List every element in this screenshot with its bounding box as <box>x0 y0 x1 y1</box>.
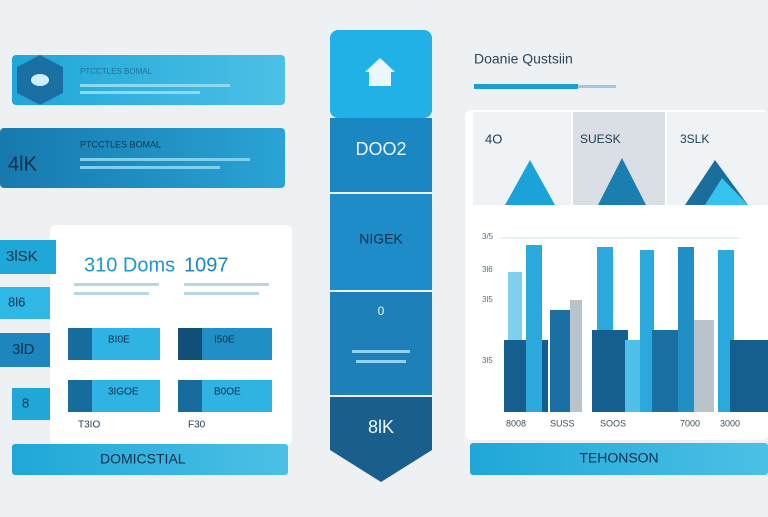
row-icon <box>178 328 202 360</box>
banner-text: PTCCTLES BOMAL <box>80 67 153 76</box>
center-column: DOO2 NIGEK 0 8lK <box>330 30 432 482</box>
column-block <box>330 292 432 395</box>
bar <box>526 245 542 412</box>
footer-bar <box>12 444 288 475</box>
row-text: BI0E <box>108 335 130 346</box>
footer-text: DOMICSTIAL <box>100 451 186 467</box>
text-line <box>74 292 149 295</box>
x-label: 7000 <box>680 418 700 428</box>
text-line <box>80 91 200 94</box>
card-shape <box>705 178 748 205</box>
bar <box>694 320 714 412</box>
bar <box>640 250 654 412</box>
row-icon <box>178 380 202 412</box>
tab <box>0 240 56 274</box>
card-shape <box>598 158 646 205</box>
card-title: 3SLK <box>680 132 709 146</box>
row-text: 3IGOE <box>108 387 139 398</box>
axis-label: 3l5 <box>482 356 493 365</box>
left-section: PTCCTLES BOMAL 4lK PTCCTLES BOMAL 310 Do… <box>0 55 292 475</box>
text-line <box>184 283 269 286</box>
column-block <box>330 194 432 290</box>
x-label: 3000 <box>720 418 740 428</box>
banner-value: 4lK <box>8 153 38 175</box>
x-label: SUSS <box>550 418 575 428</box>
tab <box>0 287 50 319</box>
x-label: SOOS <box>600 418 626 428</box>
card-shape <box>505 160 555 205</box>
bar <box>678 247 694 412</box>
text-line <box>80 84 230 87</box>
block-text: 8lK <box>368 417 394 437</box>
bar <box>592 330 628 412</box>
bar <box>625 340 643 412</box>
bar <box>652 330 678 412</box>
footer-text: TEHONSON <box>579 450 658 466</box>
card-title: 4O <box>485 131 502 146</box>
axis-label: 3l5 <box>482 295 493 304</box>
tab <box>12 388 50 420</box>
tab-label: 3lSK <box>6 248 38 265</box>
block-text: DOO2 <box>355 139 406 159</box>
title: Doanie Qustsiin <box>474 51 573 67</box>
banner-text: PTCCTLES BOMAL <box>80 139 161 149</box>
bar <box>730 340 768 412</box>
house-icon <box>365 58 395 86</box>
tab <box>0 333 50 367</box>
block-text: 0 <box>378 304 385 318</box>
text-line <box>80 158 250 161</box>
row-text: I50E <box>214 335 235 346</box>
text-line <box>352 350 410 353</box>
footer-bar <box>470 443 768 475</box>
block-text: NIGEK <box>359 231 403 247</box>
bar <box>570 300 582 412</box>
title-underline <box>474 84 578 89</box>
right-section: Doanie Qustsiin 4O SUESK 3SLK 3/5 3l6 3l… <box>465 51 768 475</box>
text-line <box>74 283 159 286</box>
column-arrow <box>330 397 432 482</box>
text-line <box>184 292 259 295</box>
tab-label: 8l6 <box>8 294 25 309</box>
row-label: F30 <box>188 420 206 431</box>
stat: 310 Doms <box>84 254 175 276</box>
title-underline <box>578 85 616 88</box>
column-block <box>330 118 432 192</box>
row-icon <box>68 380 92 412</box>
row-icon <box>68 328 92 360</box>
tab-label: 8 <box>22 395 29 410</box>
row-text: B0OE <box>214 387 241 398</box>
axis-label: 3/5 <box>482 232 494 241</box>
text-line <box>356 360 406 363</box>
icon <box>31 74 49 86</box>
text-line <box>80 166 220 169</box>
tab-label: 3lD <box>12 341 35 358</box>
x-label: 8008 <box>506 418 526 428</box>
stat: 1097 <box>184 254 229 276</box>
card-title: SUESK <box>580 132 621 146</box>
axis-label: 3l6 <box>482 265 493 274</box>
row-label: T3IO <box>78 420 100 431</box>
